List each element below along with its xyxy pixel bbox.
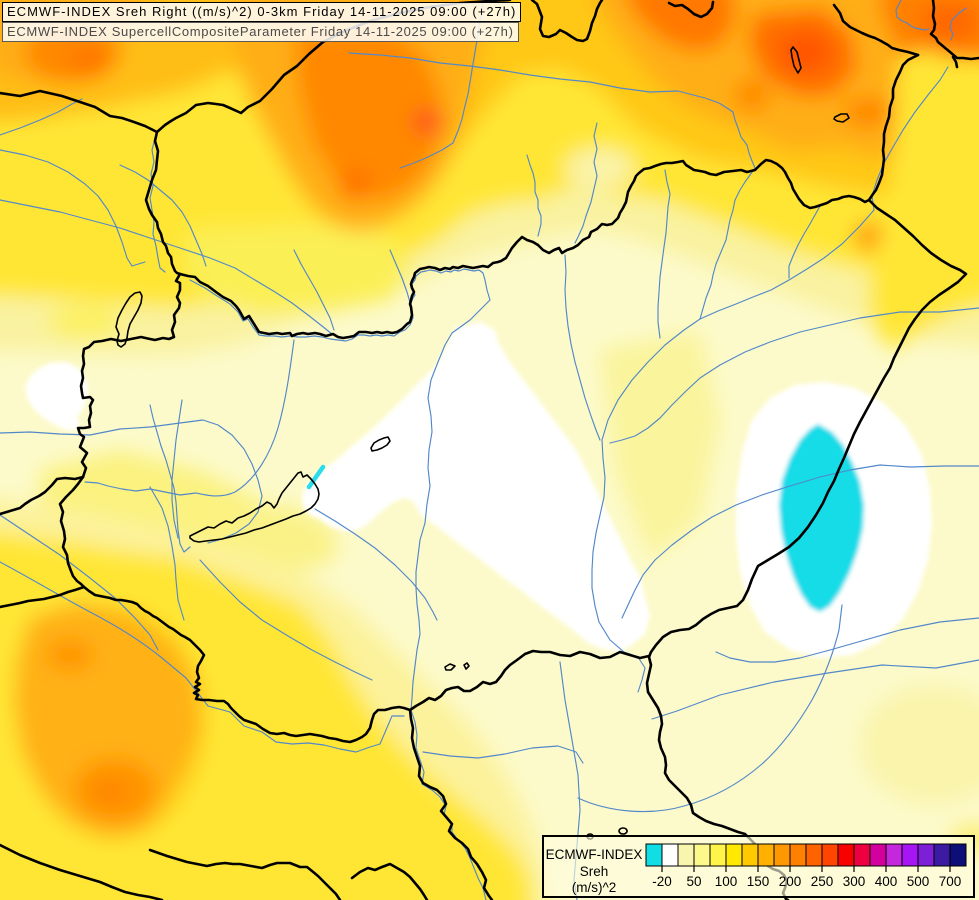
svg-text:700: 700 (939, 874, 962, 889)
svg-text:250: 250 (811, 874, 834, 889)
svg-text:300: 300 (843, 874, 866, 889)
svg-text:ECMWF-INDEX: ECMWF-INDEX (546, 847, 643, 862)
svg-text:150: 150 (747, 874, 770, 889)
svg-text:50: 50 (686, 874, 701, 889)
svg-text:400: 400 (875, 874, 898, 889)
svg-text:100: 100 (715, 874, 738, 889)
svg-text:(m/s)^2: (m/s)^2 (572, 880, 617, 895)
svg-text:200: 200 (779, 874, 802, 889)
svg-text:Sreh: Sreh (580, 864, 609, 879)
svg-text:500: 500 (907, 874, 930, 889)
svg-text:-20: -20 (652, 874, 672, 889)
